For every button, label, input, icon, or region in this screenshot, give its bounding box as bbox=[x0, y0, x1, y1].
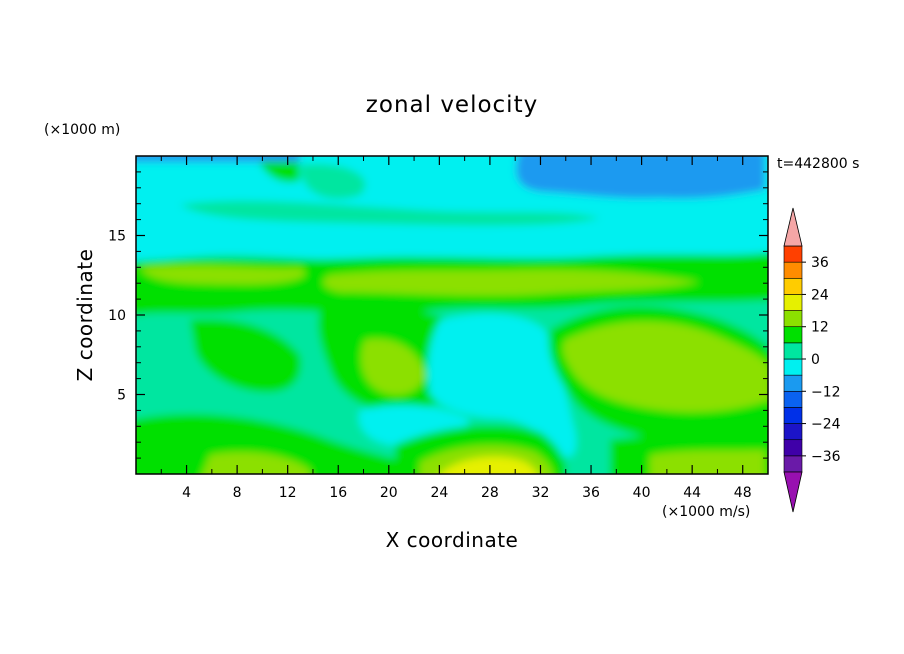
colorbar-swatch bbox=[783, 423, 803, 441]
contour-region bbox=[323, 269, 700, 296]
contour-field bbox=[136, 156, 768, 474]
colorbar-swatch bbox=[783, 261, 803, 279]
colorbar-swatch bbox=[783, 390, 803, 408]
x-axis-title: X coordinate bbox=[386, 528, 519, 552]
x-axis-ticks: 4 8 12 16 20 24 28 32 36 40 44 48 bbox=[160, 156, 752, 501]
x-tick-label: 4 bbox=[182, 485, 191, 501]
x-tick-label: 12 bbox=[279, 485, 297, 501]
colorbar-tick-label: −12 bbox=[811, 384, 841, 400]
colorbar-swatch bbox=[783, 294, 803, 311]
contour-region bbox=[202, 452, 310, 474]
x-tick-label: 16 bbox=[329, 485, 347, 501]
colorbar-swatch bbox=[783, 374, 803, 392]
colorbar-tick-label: −36 bbox=[811, 449, 841, 465]
contour-region bbox=[563, 321, 768, 412]
x-tick-label: 28 bbox=[481, 485, 499, 501]
x-unit-label: (×1000 m/s) bbox=[662, 504, 750, 520]
y-tick-label: 10 bbox=[108, 308, 126, 324]
contour-region bbox=[300, 164, 366, 199]
colorbar-tick-label: 36 bbox=[811, 255, 829, 271]
colorbar-extend-low bbox=[783, 471, 803, 513]
contour-region bbox=[180, 200, 600, 226]
contour-region bbox=[258, 158, 300, 182]
contour-region bbox=[136, 156, 300, 162]
x-tick-label: 8 bbox=[233, 485, 242, 501]
colorbar-tick-label: 12 bbox=[811, 320, 829, 336]
colorbar-swatch bbox=[783, 455, 803, 473]
x-tick-label: 40 bbox=[633, 485, 651, 501]
colorbar-swatch bbox=[783, 439, 803, 457]
contour-region bbox=[427, 313, 577, 458]
colorbar-swatch bbox=[783, 277, 803, 295]
colorbar-tick-label: 24 bbox=[811, 287, 829, 303]
colorbar-swatch bbox=[783, 245, 803, 263]
time-label: t=442800 s bbox=[777, 156, 859, 172]
colorbar-extend-high bbox=[783, 207, 803, 247]
contour-region bbox=[136, 413, 400, 474]
y-tick-label: 15 bbox=[108, 229, 126, 245]
colorbar-swatch bbox=[783, 342, 803, 360]
colorbar-swatch bbox=[783, 358, 803, 376]
colorbar: 36 24 12 0 −12 −24 −36 bbox=[783, 207, 841, 513]
y-axis-ticks: 5 10 15 bbox=[108, 171, 768, 459]
contour-region bbox=[516, 156, 765, 199]
y-unit-label: (×1000 m) bbox=[44, 122, 120, 138]
x-tick-label: 48 bbox=[734, 485, 752, 501]
y-tick-label: 5 bbox=[117, 388, 126, 404]
colorbar-tick-label: 0 bbox=[811, 352, 820, 368]
x-tick-label: 32 bbox=[532, 485, 550, 501]
colorbar-swatch bbox=[783, 310, 803, 328]
contour-region bbox=[190, 319, 301, 393]
x-tick-label: 24 bbox=[430, 485, 448, 501]
contour-region bbox=[140, 265, 306, 285]
chart-title: zonal velocity bbox=[366, 92, 538, 118]
colorbar-swatch bbox=[783, 407, 803, 424]
x-tick-label: 44 bbox=[683, 485, 701, 501]
plot-area bbox=[136, 156, 768, 474]
x-tick-label: 20 bbox=[380, 485, 398, 501]
colorbar-swatch bbox=[783, 326, 803, 344]
colorbar-tick-label: −24 bbox=[811, 417, 841, 433]
contour-region bbox=[361, 339, 425, 395]
x-tick-label: 36 bbox=[582, 485, 600, 501]
contour-region bbox=[650, 450, 765, 474]
y-axis-title: Z coordinate bbox=[73, 249, 97, 382]
